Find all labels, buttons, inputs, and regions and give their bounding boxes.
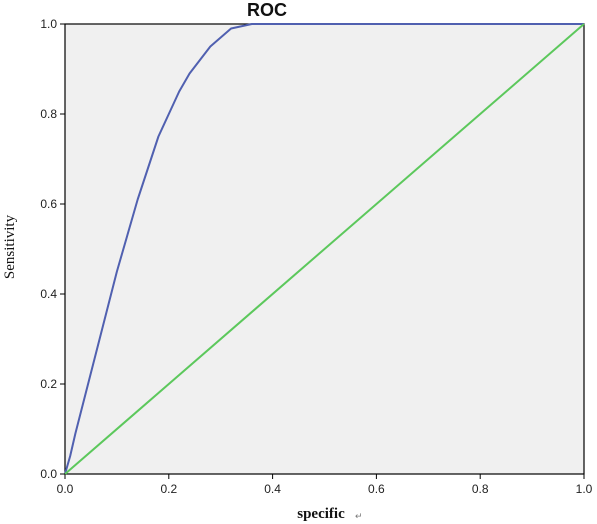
- x-tick-label: 0.4: [264, 482, 281, 496]
- reference-diagonal-line: [64, 23, 585, 475]
- y-tick-label: 0.6: [40, 197, 57, 211]
- y-tick-label: 1.0: [40, 17, 57, 31]
- y-tick-label: 0.4: [40, 287, 57, 301]
- y-tick-label: 0.0: [40, 467, 57, 481]
- roc-curve-line: [64, 23, 584, 475]
- x-tick-label: 0.6: [368, 482, 385, 496]
- y-tick-label: 0.8: [40, 107, 57, 121]
- axes-layer: 0.0 0.2 0.4 0.6 0.8 1.0 0.0 0.2 0.4 0.6 0.8 1.0: [40, 17, 592, 496]
- y-axis-label: Sensitivity: [2, 214, 18, 279]
- series-layer: [64, 23, 585, 475]
- x-tick-label: 0.2: [160, 482, 177, 496]
- y-tick-label: 0.2: [40, 377, 57, 391]
- x-tick-label: 1.0: [576, 482, 593, 496]
- x-axis-label-mark: ↵: [355, 511, 363, 521]
- x-tick-label: 0.0: [57, 482, 74, 496]
- chart-title: ROC: [247, 0, 287, 20]
- x-tick-label: 0.8: [472, 482, 489, 496]
- x-axis-label: specific: [297, 506, 345, 522]
